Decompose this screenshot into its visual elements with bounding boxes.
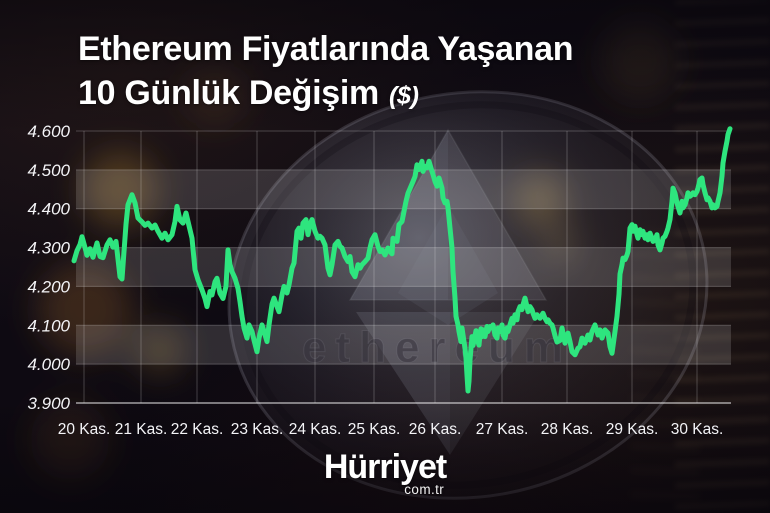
price-line (71, 126, 733, 394)
y-tick-label: 4.100 (27, 316, 70, 335)
price-band (76, 325, 731, 365)
y-tick-label: 4.200 (27, 277, 70, 296)
x-tick-label: 29 Kas. (606, 421, 659, 438)
x-tick-label: 28 Kas. (541, 421, 594, 438)
x-tick-label: 21 Kas. (115, 421, 168, 438)
x-tick-label: 27 Kas. (476, 421, 529, 438)
y-tick-label: 4.500 (27, 161, 70, 180)
y-tick-label: 4.400 (27, 200, 70, 219)
hurriyet-logo: Hürriyet com.tr (323, 448, 447, 497)
hurriyet-logo-domain: com.tr (404, 482, 445, 497)
x-tick-label: 22 Kas. (171, 421, 224, 438)
title-line-1: Ethereum Fiyatlarında Yaşanan (78, 30, 574, 68)
hurriyet-logo-text: Hürriyet (323, 448, 447, 486)
x-tick-label: 23 Kas. (231, 421, 284, 438)
x-tick-label: 30 Kas. (671, 421, 724, 438)
y-tick-label: 3.900 (27, 394, 70, 413)
y-tick-label: 4.600 (27, 122, 70, 141)
chart-title: Ethereum Fiyatlarında Yaşanan 10 Günlük … (78, 27, 574, 118)
y-tick-label: 4.300 (27, 239, 70, 258)
x-tick-label: 26 Kas. (409, 421, 462, 438)
x-tick-label: 24 Kas. (289, 421, 342, 438)
x-tick-label: 20 Kas. (58, 421, 111, 438)
y-tick-label: 4.000 (27, 355, 70, 374)
title-line-2-text: 10 Günlük Değişim (78, 74, 379, 112)
x-tick-label: 25 Kas. (348, 421, 401, 438)
price-band (76, 247, 731, 287)
title-line-2: 10 Günlük Değişim ($) (78, 71, 573, 118)
title-currency-unit: ($) (388, 82, 419, 110)
